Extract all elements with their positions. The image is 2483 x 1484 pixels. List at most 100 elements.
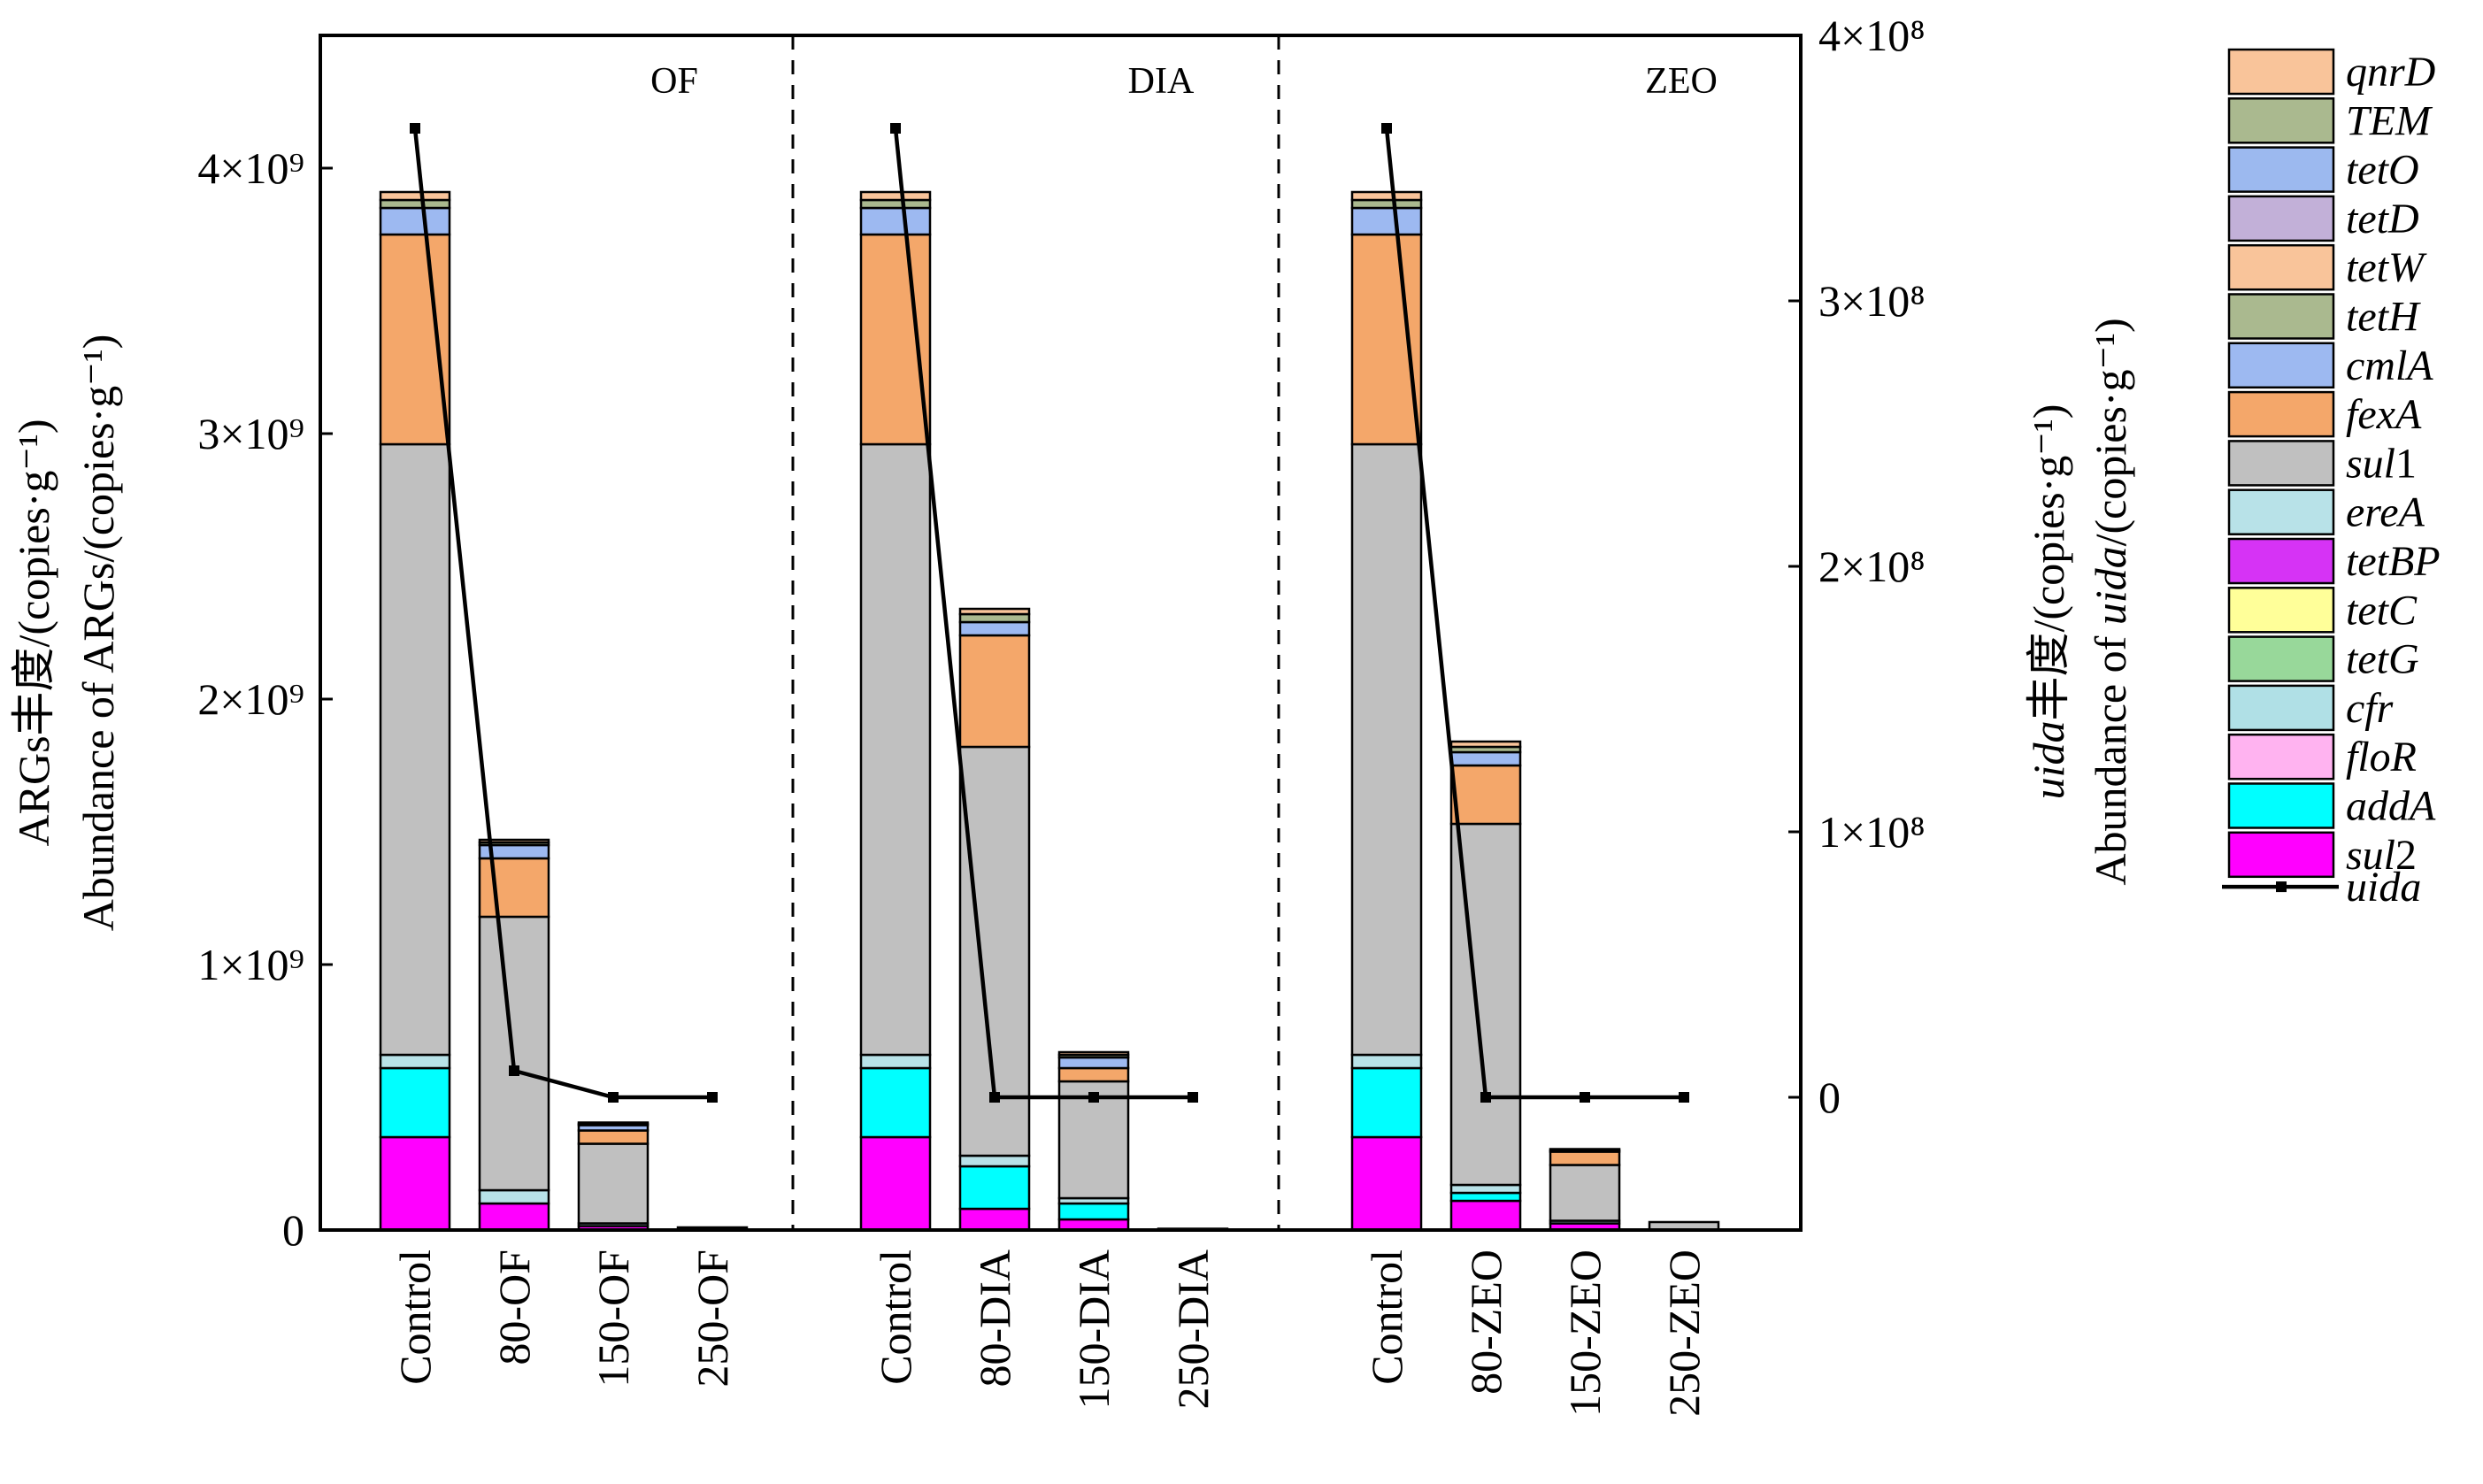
uida-point-6 [1088, 1092, 1099, 1103]
legend-swatch-tetG [2227, 635, 2335, 682]
bar-segment-ereA [859, 1053, 932, 1070]
legend-label-main: floR [2346, 734, 2417, 780]
legend-item-addA: addA [2227, 782, 2436, 830]
bar-stack-0 [379, 190, 451, 1232]
legend-label-main: TEM [2346, 97, 2433, 144]
bar-segment-sul1 [1549, 1164, 1621, 1222]
uida-point-3 [707, 1092, 718, 1103]
bar-segment-fexA [478, 857, 550, 919]
bar-segment-sul2 [1449, 1199, 1522, 1232]
legend-swatch-addA [2227, 782, 2335, 829]
bar-segment-ereA [958, 1154, 1031, 1168]
legend-swatch-tetBP [2227, 537, 2335, 585]
legend-swatch-cmlA [2227, 342, 2335, 389]
bar-segment-sul1 [1350, 442, 1423, 1057]
legend-label-sul1: sul1 [2346, 440, 2417, 487]
y-tick-label-4: 4×10⁹ [197, 143, 304, 193]
legend-swatch-tetC [2227, 587, 2335, 634]
y-tick-label-0: 0 [282, 1205, 304, 1255]
uida-point-2 [608, 1092, 619, 1103]
legend: qnrDTEMtetOtetDtetWtetHcmlAfexAsul1ereAt… [2222, 48, 2441, 911]
legend-label-addA: addA [2346, 783, 2436, 830]
legend-swatch-ereA [2227, 488, 2335, 535]
bar-segment-TEM [379, 198, 451, 210]
legend-label-TEM: TEM [2346, 97, 2433, 144]
uida-point-4 [890, 123, 901, 134]
legend-label-main: cmlA [2346, 342, 2433, 389]
category-label-6: 150-DIA [1069, 1249, 1119, 1410]
category-labels: Control 80-OF 150-OF 250-OF Control 80-DIA 150… [390, 1249, 1709, 1417]
y2-title-cn-rest: 丰度/(copies·g⁻¹) [2024, 404, 2073, 721]
bar-segment-qnrD [379, 190, 451, 202]
legend-label-ereA: ereA [2346, 489, 2425, 536]
category-label-5: 80-DIA [970, 1249, 1019, 1388]
category-label-8: Control [1362, 1249, 1411, 1385]
bar-stack-5 [958, 607, 1031, 1232]
legend-label-main: cfr [2346, 685, 2394, 732]
uida-point-10 [1580, 1092, 1590, 1103]
y2-title-cn-italic: uida [2024, 721, 2073, 800]
uida-point-1 [509, 1065, 519, 1076]
category-label-10: 150-ZEO [1560, 1249, 1610, 1417]
bar-segment-addA [1449, 1191, 1522, 1203]
bar-segment-addA [1057, 1202, 1130, 1221]
bar-segment-ereA [1350, 1053, 1423, 1070]
bar-stack-10 [1549, 1148, 1621, 1232]
legend-item-tetO: tetO [2227, 146, 2419, 194]
legend-swatch-tetO [2227, 146, 2335, 193]
legend-item-tetD: tetD [2227, 195, 2419, 242]
legend-label-main: qnrD [2346, 49, 2435, 96]
bar-segment-cmlA [379, 206, 451, 236]
bar-segment-addA [1350, 1066, 1423, 1139]
bar-segment-ereA [379, 1053, 451, 1070]
bars-layer [379, 190, 1720, 1232]
y2-tick-label-3: 3×10⁸ [1818, 276, 1926, 326]
legend-label-main: tetH [2346, 294, 2421, 341]
legend-label-qnrD: qnrD [2346, 49, 2435, 96]
legend-label-suffix: 2 [2395, 832, 2417, 879]
legend-item-cmlA: cmlA [2227, 342, 2433, 389]
y-axis-title-en: Abundance of ARGs/(copies·g⁻¹) [73, 334, 123, 932]
legend-swatch-floR [2227, 733, 2335, 780]
legend-item-tetC: tetC [2227, 587, 2418, 634]
bar-segment-cmlA [1449, 750, 1522, 767]
bar-stack-1 [478, 838, 550, 1232]
legend-item-tetBP: tetBP [2227, 537, 2441, 585]
y2-title-en-italic: uida [2086, 546, 2135, 625]
category-label-9: 80-ZEO [1461, 1249, 1511, 1395]
bar-segment-qnrD [577, 1121, 650, 1126]
uida-point-11 [1679, 1092, 1689, 1103]
legend-label-tetO: tetO [2346, 147, 2419, 194]
category-label-0: Control [390, 1249, 440, 1385]
legend-label-floR: floR [2346, 734, 2417, 780]
bar-segment-qnrD [958, 607, 1031, 616]
legend-label-tetD: tetD [2346, 196, 2419, 242]
axes-layer: 0 1×10⁹ 2×10⁹ 3×10⁹ 4×10⁹ 0 1×10⁸ 2×10⁸ 3×10⁸ 4×1… [197, 11, 1925, 1255]
category-label-3: 250-OF [688, 1249, 737, 1388]
bar-segment-addA [379, 1066, 451, 1139]
plot-frame [319, 34, 1803, 1232]
bar-segment-qnrD [478, 838, 550, 844]
bar-segment-TEM [958, 612, 1031, 624]
group-labels: OF DIA ZEO [650, 61, 1718, 102]
uida-point-0 [410, 123, 420, 134]
bar-segment-fexA [577, 1129, 650, 1145]
uida-line-OF [412, 127, 712, 1100]
y2-title-en-pre: Abundance of [2086, 625, 2135, 885]
bar-segment-fexA [958, 634, 1031, 749]
bar-segment-qnrD [1449, 740, 1522, 749]
legend-item-qnrD: qnrD [2227, 48, 2435, 96]
bar-segment-sul2 [1350, 1135, 1423, 1232]
bar-segment-qnrD [859, 190, 932, 202]
bar-segment-qnrD [1350, 190, 1423, 202]
y-tick-label-2: 2×10⁹ [197, 674, 304, 724]
legend-label-tetBP: tetBP [2346, 538, 2441, 585]
legend-item-tetH: tetH [2227, 293, 2421, 341]
uida-point-5 [989, 1092, 1000, 1103]
legend-item-tetG: tetG [2227, 635, 2419, 683]
legend-swatch-sul2 [2227, 831, 2335, 879]
bar-segment-cmlA [1057, 1056, 1130, 1070]
y2-tick-label-2: 2×10⁸ [1818, 542, 1926, 591]
legend-swatch-tetW [2227, 243, 2335, 291]
uida-line-layer [410, 123, 1689, 1103]
